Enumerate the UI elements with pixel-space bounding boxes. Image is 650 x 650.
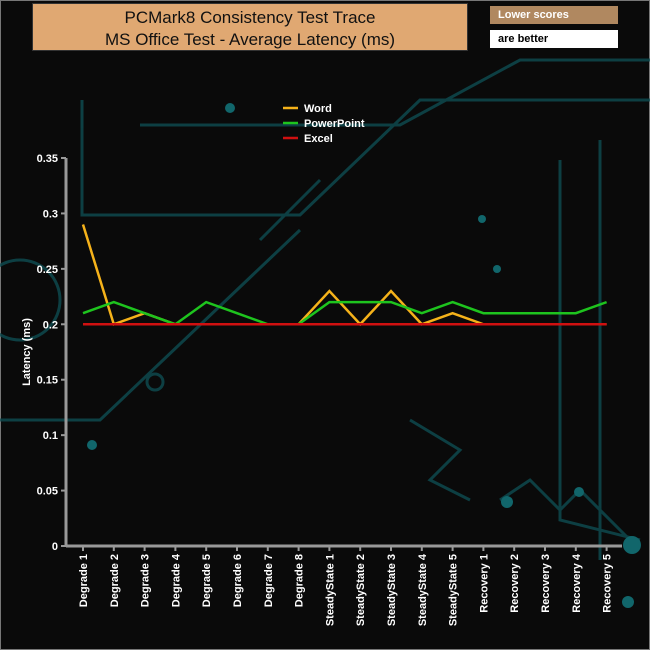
x-tick-label: Recovery 4: [571, 553, 583, 613]
series-line-word: [81, 224, 607, 327]
legend-label-powerpoint: PowerPoint: [304, 118, 365, 130]
x-tick-label: SteadyState 1: [324, 554, 336, 626]
x-tick-label: Degrade 8: [294, 554, 306, 607]
y-tick-label: 0.2: [43, 319, 58, 331]
y-tick-label: 0.35: [37, 153, 58, 165]
legend-label-word: Word: [304, 103, 332, 115]
y-tick-label: 0.1: [43, 430, 58, 442]
x-tick-label: SteadyState 4: [417, 553, 429, 626]
x-tick-label: Degrade 7: [263, 554, 275, 607]
x-tick-label: Degrade 4: [170, 553, 182, 607]
x-tick-label: SteadyState 5: [448, 554, 460, 626]
y-tick-label: 0.3: [43, 208, 58, 220]
title-line-1: PCMark8 Consistency Test Trace: [124, 8, 376, 27]
y-tick-label: 0.05: [37, 486, 58, 498]
x-tick-label: SteadyState 3: [386, 554, 398, 626]
x-tick-label: Recovery 2: [509, 554, 521, 613]
x-tick-label: Degrade 6: [232, 554, 244, 607]
y-tick-label: 0.25: [37, 264, 58, 276]
x-tick-label: Degrade 2: [109, 554, 121, 607]
note-lower-scores: Lower scores: [490, 6, 618, 24]
x-tick-label: SteadyState 2: [355, 554, 367, 626]
x-tick-label: Recovery 1: [478, 554, 490, 613]
x-tick-label: Recovery 5: [602, 554, 614, 613]
x-tick-label: Degrade 3: [140, 554, 152, 607]
y-tick-label: 0: [52, 541, 58, 553]
chart-title: PCMark8 Consistency Test Trace MS Office…: [32, 3, 468, 51]
note-are-better: are better: [490, 30, 618, 48]
x-tick-label: Recovery 3: [540, 554, 552, 613]
legend-label-excel: Excel: [304, 133, 333, 145]
x-tick-label: Degrade 1: [78, 554, 90, 607]
y-tick-label: 0.15: [37, 375, 58, 387]
y-axis-label: Latency (ms): [21, 318, 33, 386]
title-line-2: MS Office Test - Average Latency (ms): [104, 30, 396, 49]
x-tick-label: Degrade 5: [201, 554, 213, 607]
series-line-powerpoint: [82, 300, 608, 326]
